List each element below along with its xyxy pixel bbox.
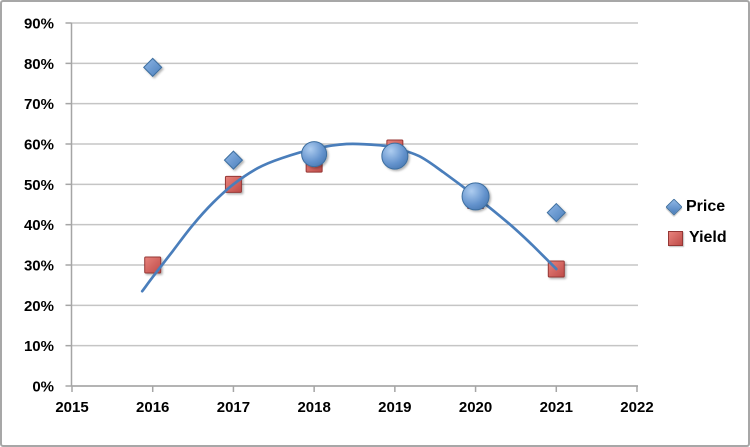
bubble-point[interactable] [381,142,409,170]
axis-labels: 0% 10% 20% 30% 40% 50% 60% 70% 80% 90% 2015 2016 201… [24,16,654,416]
y-tick-label: 0% [32,379,54,396]
y-tick-label: 60% [24,137,54,154]
legend: Price Yield [665,198,727,246]
legend-item-price[interactable]: Price [665,198,727,216]
y-tick-label: 10% [24,338,54,355]
legend-item-yield[interactable]: Yield [668,230,727,246]
y-tick-label: 80% [24,56,54,73]
x-tick-label: 2016 [136,399,169,416]
y-tick-label: 70% [24,96,54,113]
y-tick-label: 40% [24,217,54,234]
price-point[interactable] [143,57,163,78]
y-tick-label: 30% [24,258,54,275]
x-tick-label: 2018 [297,399,330,416]
legend-label-yield: Yield [689,229,727,246]
price-point[interactable] [223,150,244,170]
axes [65,22,638,392]
y-tick-label: 50% [24,177,54,194]
y-tick-label: 90% [24,16,54,33]
gridlines [71,22,638,387]
price-point[interactable] [546,202,566,223]
x-tick-label: 2017 [217,399,250,416]
bubble-point[interactable] [461,182,490,211]
trend-line[interactable] [140,142,558,293]
x-tick-label: 2019 [378,399,411,416]
legend-label-price: Price [686,198,726,215]
bubble-point[interactable] [301,141,328,168]
y-tick-label: 20% [24,298,54,315]
price-diamond-icon [665,198,683,216]
x-tick-label: 2022 [620,399,653,416]
yield-square-icon [668,230,683,246]
data-series[interactable] [140,57,566,293]
x-tick-label: 2021 [540,399,573,416]
x-tick-label: 2020 [459,399,492,416]
x-tick-label: 2015 [55,399,88,416]
